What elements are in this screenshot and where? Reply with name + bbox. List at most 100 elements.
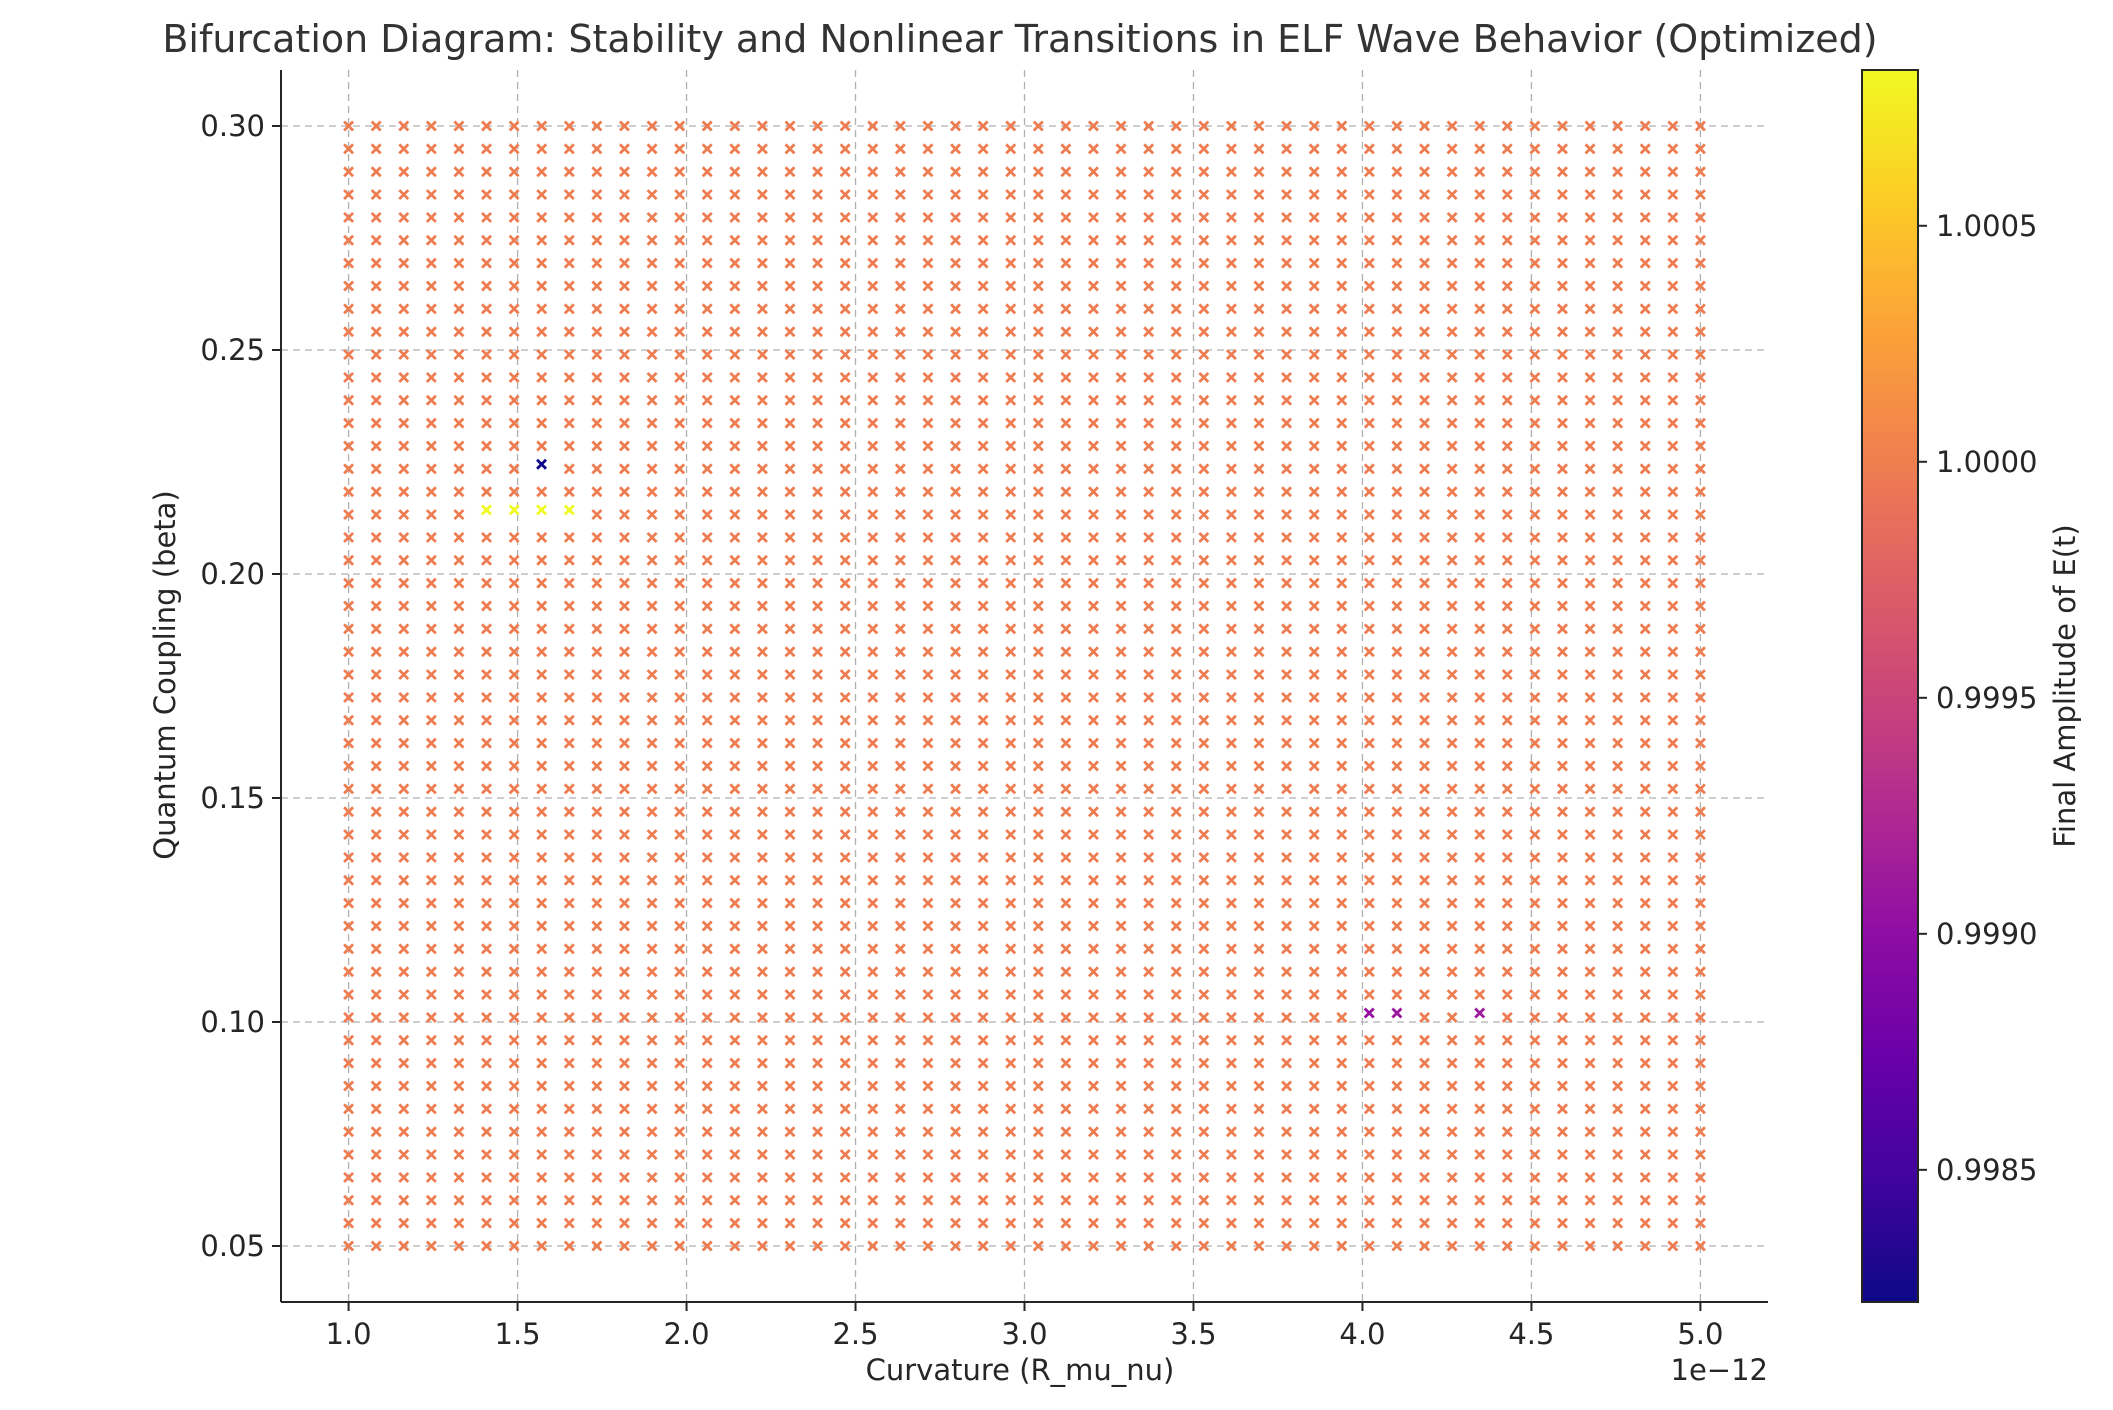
data-point — [1060, 577, 1072, 589]
data-point — [922, 1240, 934, 1252]
data-point — [1336, 394, 1348, 406]
data-point — [370, 303, 382, 315]
data-point — [977, 1103, 989, 1115]
point-marker — [1253, 371, 1265, 383]
point-marker — [481, 120, 493, 132]
point-marker — [1667, 509, 1679, 521]
point-marker — [1032, 669, 1044, 681]
data-point — [481, 577, 493, 589]
point-marker — [977, 1080, 989, 1092]
data-point — [398, 920, 410, 932]
point-marker — [1253, 509, 1265, 521]
data-point — [674, 463, 686, 475]
data-point — [894, 1011, 906, 1023]
data-point — [1143, 257, 1155, 269]
data-point — [701, 1080, 713, 1092]
point-marker — [1363, 280, 1375, 292]
point-marker — [453, 1126, 465, 1138]
data-point — [1584, 600, 1596, 612]
data-point — [1308, 646, 1320, 658]
point-marker — [646, 1057, 658, 1069]
point-marker — [1253, 1080, 1265, 1092]
point-marker — [1474, 440, 1486, 452]
point-marker — [977, 509, 989, 521]
point-marker — [784, 143, 796, 155]
point-marker — [1060, 143, 1072, 155]
point-marker — [977, 783, 989, 795]
point-marker — [1694, 714, 1706, 726]
data-point — [398, 874, 410, 886]
point-marker — [1032, 851, 1044, 863]
data-point — [922, 783, 934, 795]
point-marker — [1115, 166, 1127, 178]
point-marker — [1170, 303, 1182, 315]
point-marker — [536, 783, 548, 795]
point-marker — [1612, 257, 1624, 269]
point-marker — [536, 326, 548, 338]
data-point — [1446, 829, 1458, 841]
point-marker — [922, 1057, 934, 1069]
point-marker — [867, 1149, 879, 1161]
data-point — [398, 1103, 410, 1115]
point-marker — [701, 577, 713, 589]
point-marker — [618, 143, 630, 155]
point-marker — [1419, 531, 1431, 543]
point-marker — [1170, 326, 1182, 338]
point-marker — [1225, 1034, 1237, 1046]
data-point — [1612, 143, 1624, 155]
data-point — [370, 440, 382, 452]
point-marker — [1501, 326, 1513, 338]
data-point — [1170, 371, 1182, 383]
data-point — [1529, 1103, 1541, 1115]
point-marker — [867, 577, 879, 589]
data-point — [1253, 943, 1265, 955]
data-point — [618, 120, 630, 132]
data-point — [646, 737, 658, 749]
point-marker — [343, 829, 355, 841]
data-point — [1501, 303, 1513, 315]
point-marker — [1529, 897, 1541, 909]
data-point — [701, 257, 713, 269]
point-marker — [1005, 806, 1017, 818]
point-marker — [1060, 280, 1072, 292]
point-marker — [1584, 623, 1596, 635]
data-point — [1225, 851, 1237, 863]
data-point — [536, 486, 548, 498]
point-marker — [839, 623, 851, 635]
data-point — [867, 234, 879, 246]
data-point — [563, 920, 575, 932]
point-marker — [1005, 851, 1017, 863]
point-marker — [1474, 1034, 1486, 1046]
point-marker — [425, 486, 437, 498]
data-point — [1501, 257, 1513, 269]
data-point — [977, 874, 989, 886]
data-point — [1060, 303, 1072, 315]
data-point — [756, 737, 768, 749]
point-marker — [1639, 1217, 1651, 1229]
point-marker — [1446, 1126, 1458, 1138]
point-marker — [425, 1217, 437, 1229]
data-point — [618, 486, 630, 498]
point-marker — [1584, 1217, 1596, 1229]
point-marker — [563, 349, 575, 361]
point-marker — [950, 897, 962, 909]
point-marker — [1032, 806, 1044, 818]
point-marker — [536, 1034, 548, 1046]
point-marker — [701, 1034, 713, 1046]
point-marker — [1032, 326, 1044, 338]
point-marker — [977, 349, 989, 361]
point-marker — [1143, 486, 1155, 498]
data-point — [1170, 714, 1182, 726]
point-marker — [646, 851, 658, 863]
data-point — [812, 120, 824, 132]
data-point — [1032, 143, 1044, 155]
data-point — [1501, 1034, 1513, 1046]
data-point — [453, 143, 465, 155]
data-point — [508, 1217, 520, 1229]
point-marker — [1060, 371, 1072, 383]
point-marker — [425, 829, 437, 841]
point-marker — [1612, 211, 1624, 223]
data-point — [1419, 303, 1431, 315]
data-point — [1612, 600, 1624, 612]
point-marker — [343, 143, 355, 155]
